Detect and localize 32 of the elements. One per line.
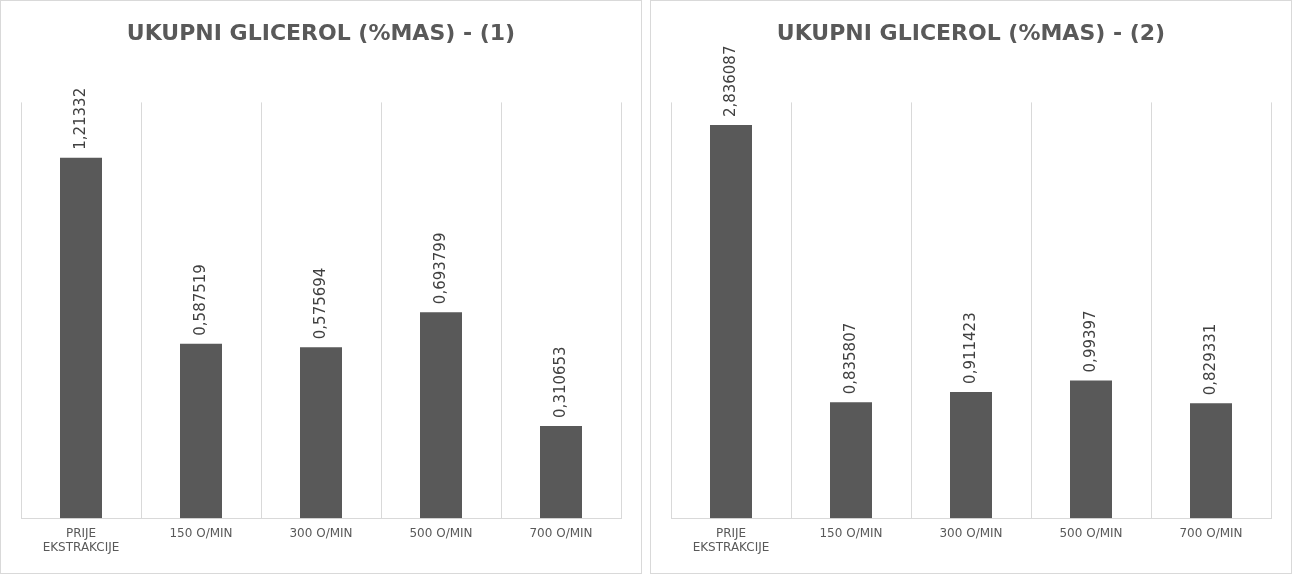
- bar: [420, 312, 462, 519]
- bar: [950, 391, 992, 519]
- x-tick-label: 700 O/MIN: [1179, 525, 1243, 540]
- bar: [540, 425, 582, 519]
- x-tick-label: 500 O/MIN: [409, 525, 473, 540]
- chart-title: UKUPNI GLICEROL (%MAS) - (1): [126, 19, 516, 45]
- bar: [180, 343, 222, 519]
- data-label: 0,911423: [960, 312, 979, 384]
- x-tick-label: 150 O/MIN: [169, 525, 233, 540]
- bar: [60, 157, 102, 519]
- data-label: 0,99397: [1080, 310, 1099, 373]
- bar: [1190, 403, 1232, 519]
- x-tick-label: 500 O/MIN: [1059, 525, 1123, 540]
- data-label: 0,829331: [1200, 323, 1219, 396]
- x-tick-label: 300 O/MIN: [939, 525, 1003, 540]
- bar: [710, 125, 752, 519]
- x-tick-label: 700 O/MIN: [529, 525, 593, 540]
- data-label: 2,836087: [720, 45, 739, 118]
- x-tick-label: 300 O/MIN: [289, 525, 353, 540]
- data-label: 1,21332: [70, 87, 89, 150]
- data-label: 0,310653: [550, 346, 569, 418]
- data-label: 0,575694: [310, 267, 329, 340]
- chart-title: UKUPNI GLICEROL (%MAS) - (2): [776, 19, 1166, 45]
- data-label: 0,835807: [840, 322, 859, 395]
- bar: [300, 347, 342, 519]
- data-label: 0,693799: [430, 232, 449, 305]
- bar: [1070, 380, 1112, 519]
- x-tick-label: PRIJE EKSTRAKCIJE: [42, 525, 120, 554]
- x-tick-label: 150 O/MIN: [819, 525, 883, 540]
- x-tick-label: PRIJE EKSTRAKCIJE: [692, 525, 770, 554]
- data-label: 0,587519: [190, 264, 209, 336]
- bar: [830, 402, 872, 519]
